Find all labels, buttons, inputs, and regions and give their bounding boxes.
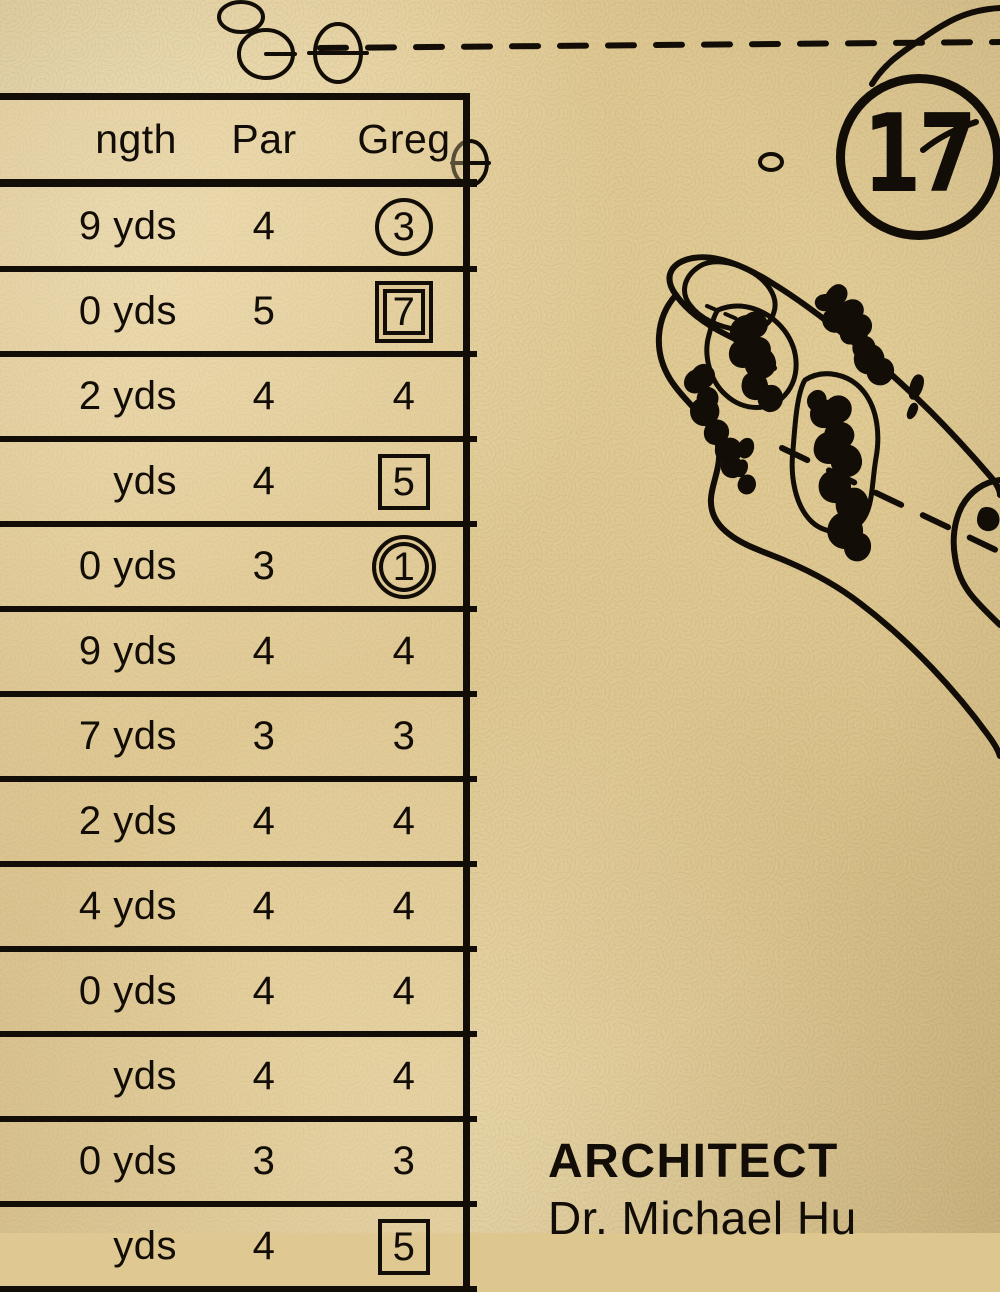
table-header-row: ngth Par Greg [0,100,477,187]
cell-par: 3 [197,1119,331,1207]
cell-length: 9 yds [0,609,197,697]
score-bogey-square: 5 [378,453,430,510]
column-header-par: Par [197,100,331,187]
fairway-outline [655,292,1000,759]
cell-par: 4 [197,439,331,527]
table-row: 0 yds 3 3 [0,1119,477,1207]
score-plain: 4 [392,969,416,1013]
cell-par: 5 [197,269,331,357]
cell-par: 4 [197,779,331,867]
column-header-length: ngth [0,100,197,187]
cell-par: 4 [197,949,331,1037]
cell-greg-score: 7 [331,269,477,357]
table-row: yds 4 5 [0,439,477,527]
table-row: 0 yds 3 1 [0,524,477,612]
scorecard-body: 9 yds 4 3 0 yds 5 7 2 yds 4 4 yds 4 5 0 yds 3 1 9 yds 4 4… [0,183,477,1292]
cell-greg-score: 3 [331,1119,477,1207]
table-row: 2 yds 4 4 [0,354,477,442]
table-row: 9 yds 4 4 [0,609,477,697]
scorecard-table: ngth Par Greg 9 yds 4 3 0 yds 5 7 2 yds 4 4 yds 4 5… [0,100,477,1292]
cell-greg-score: 3 [331,694,477,782]
hole-number-circle: 17 [836,74,1000,240]
cell-greg-score: 4 [331,949,477,1037]
score-plain: 4 [392,374,416,418]
score-plain: 3 [392,714,416,758]
cell-length: yds [0,1204,197,1292]
cell-par: 4 [197,864,331,952]
cell-length: yds [0,1034,197,1122]
score-plain: 4 [392,1054,416,1098]
bunker-shape [684,284,1000,562]
fairway-outline [950,477,1000,628]
score-plain: 4 [392,629,416,673]
cell-length: 9 yds [0,183,197,272]
cell-length: 4 yds [0,864,197,952]
cell-par: 4 [197,183,331,272]
score-birdie-circle: 3 [375,197,433,256]
score-double-bogey-square: 7 [375,280,433,343]
cell-par: 4 [197,1204,331,1292]
cell-length: 0 yds [0,269,197,357]
cell-length: 2 yds [0,779,197,867]
score-plain: 4 [392,799,416,843]
cell-greg-score: 1 [331,524,477,612]
center-line-dashed [779,445,1000,555]
table-row: 2 yds 4 4 [0,779,477,867]
table-row: yds 4 4 [0,1034,477,1122]
cell-par: 4 [197,354,331,442]
score-plain: 3 [392,1139,416,1183]
cell-length: 7 yds [0,694,197,782]
cell-greg-score: 4 [331,779,477,867]
table-row: 0 yds 5 7 [0,269,477,357]
cell-greg-score: 4 [331,609,477,697]
scorecard-table-wrapper: ngth Par Greg 9 yds 4 3 0 yds 5 7 2 yds 4 4 yds 4 5… [0,93,477,1292]
cell-length: 0 yds [0,1119,197,1207]
fairway-outline [869,5,1000,87]
score-plain: 4 [392,884,416,928]
cell-greg-score: 5 [331,439,477,527]
center-line-dashed [317,39,1000,51]
cell-length: yds [0,439,197,527]
cell-par: 4 [197,1034,331,1122]
architect-name: Dr. Michael Hu [548,1192,857,1244]
architect-heading: ARCHITECT [548,1135,839,1188]
cell-length: 0 yds [0,524,197,612]
table-row: 7 yds 3 3 [0,694,477,782]
cell-par: 4 [197,609,331,697]
cell-length: 2 yds [0,354,197,442]
cell-greg-score: 5 [331,1204,477,1292]
score-eagle-double-circle: 1 [372,534,436,599]
table-row: 0 yds 4 4 [0,949,477,1037]
cell-length: 0 yds [0,949,197,1037]
pin-line [705,304,746,324]
bunker-outline [704,303,799,410]
table-row: 4 yds 4 4 [0,864,477,952]
hole-number-label: 17 [863,92,977,217]
score-bogey-square: 5 [378,1218,430,1275]
cell-par: 3 [197,694,331,782]
cell-greg-score: 4 [331,864,477,952]
column-header-greg: Greg [331,100,477,187]
cell-greg-score: 3 [331,183,477,272]
hole-map [217,0,1000,759]
table-row: yds 4 5 [0,1204,477,1292]
cell-greg-score: 4 [331,1034,477,1122]
architect-block: ARCHITECT Dr. Michael Hu [548,1135,857,1244]
cell-greg-score: 4 [331,354,477,442]
tee-marker-ellipse [217,0,265,34]
table-row: 9 yds 4 3 [0,183,477,272]
cell-par: 3 [197,524,331,612]
hazard-dot [758,152,784,172]
